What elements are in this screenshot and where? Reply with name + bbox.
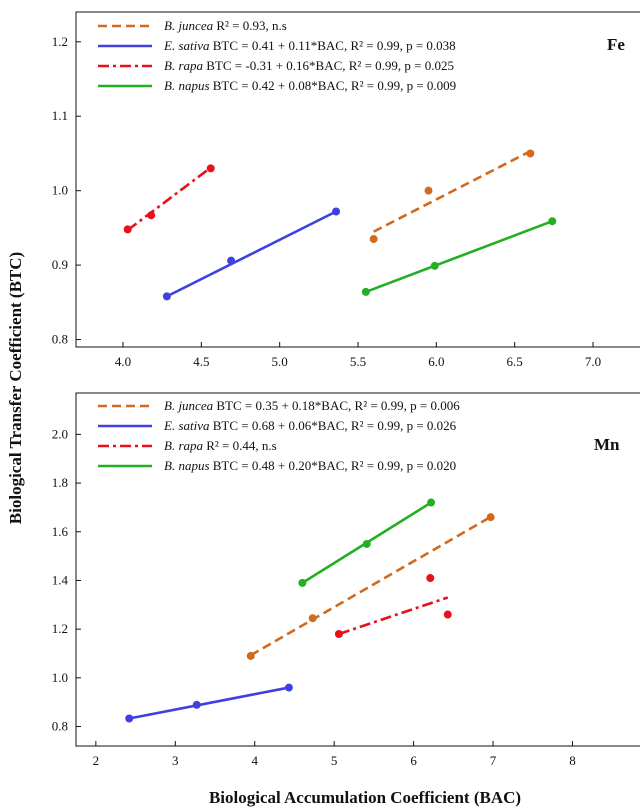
data-point xyxy=(430,261,439,270)
y-tick-label: 1.2 xyxy=(52,34,68,49)
y-tick-label: 1.0 xyxy=(52,183,68,198)
data-point xyxy=(192,700,201,709)
data-point xyxy=(123,225,132,234)
panel-label: Fe xyxy=(607,35,625,54)
x-tick-label: 5.5 xyxy=(350,354,366,369)
y-tick-label: 1.0 xyxy=(52,670,68,685)
x-tick-label: 4.0 xyxy=(115,354,131,369)
data-point xyxy=(334,630,343,639)
legend-entry: B. napus BTC = 0.42 + 0.08*BAC, R² = 0.9… xyxy=(164,78,456,93)
x-axis-title: Biological Accumulation Coefficient (BAC… xyxy=(209,788,521,807)
x-tick-label: 6.5 xyxy=(507,354,523,369)
y-tick-label: 0.8 xyxy=(52,719,68,734)
plot-frame xyxy=(75,11,640,348)
y-tick-label: 2.0 xyxy=(52,426,68,441)
y-axis-title: Biological Transfer Coefficient (BTC) xyxy=(6,252,25,524)
x-tick-label: 6.0 xyxy=(428,354,444,369)
x-tick-label: 4 xyxy=(251,753,258,768)
legend-entry: B. rapa R² = 0.44, n.s xyxy=(164,438,277,453)
data-point xyxy=(147,211,156,220)
series-b-rapa xyxy=(334,574,452,639)
panel-label: Mn xyxy=(594,435,620,454)
fit-line xyxy=(338,596,449,636)
fit-line xyxy=(250,515,492,657)
y-tick-label: 1.1 xyxy=(52,108,68,123)
panel-fe: 4.0 4.5 5.0 5.5 6.0 6.5 7.0 0.8 0.9 1.0 1.1 1.2 B. j… xyxy=(52,11,640,369)
series-b-napus xyxy=(298,498,436,587)
y-tick-label: 1.4 xyxy=(52,572,69,587)
fit-line xyxy=(166,210,337,298)
fit-line xyxy=(373,150,531,233)
x-tick-label: 5 xyxy=(331,753,338,768)
y-tick-label: 0.9 xyxy=(52,257,68,272)
fit-line xyxy=(365,219,553,294)
data-point xyxy=(548,217,557,226)
series-e-sativa xyxy=(125,683,293,723)
x-tick-label: 2 xyxy=(93,753,100,768)
x-tick-label: 7.0 xyxy=(585,354,601,369)
y-tick-label: 1.6 xyxy=(52,524,69,539)
legend-entry: B. napus BTC = 0.48 + 0.20*BAC, R² = 0.9… xyxy=(164,458,456,473)
data-point xyxy=(443,610,452,619)
data-point xyxy=(426,574,435,583)
legend-entry: B. rapa BTC = -0.31 + 0.16*BAC, R² = 0.9… xyxy=(164,58,454,73)
data-point xyxy=(424,186,433,195)
data-point xyxy=(246,651,255,660)
y-tick-label: 1.8 xyxy=(52,475,68,490)
chart-panels: 4.0 4.5 5.0 5.5 6.0 6.5 7.0 0.8 0.9 1.0 1.1 1.2 B. j… xyxy=(52,11,640,768)
x-tick-label: 7 xyxy=(490,753,497,768)
series-b-juncea xyxy=(369,149,535,244)
data-point xyxy=(369,235,378,244)
legend-entry: B. juncea R² = 0.93, n.s xyxy=(164,18,287,33)
data-point xyxy=(125,714,134,723)
x-tick-label: 6 xyxy=(410,753,417,768)
legend-entry: E. sativa BTC = 0.68 + 0.06*BAC, R² = 0.… xyxy=(163,418,457,433)
x-tick-label: 3 xyxy=(172,753,179,768)
data-point xyxy=(526,149,535,158)
data-point xyxy=(162,292,171,301)
y-tick-label: 0.8 xyxy=(52,332,68,347)
series-b-juncea xyxy=(246,513,495,660)
x-tick-label: 5.0 xyxy=(272,354,288,369)
panel-mn: 2 3 4 5 6 7 8 0.8 1.0 1.2 1.4 1.6 1.8 2.0 B. juncea BT… xyxy=(52,392,640,768)
plot-frame xyxy=(75,392,640,747)
fit-line xyxy=(128,686,290,720)
data-point xyxy=(486,513,495,522)
x-tick-label: 4.5 xyxy=(193,354,209,369)
legend-entry: E. sativa BTC = 0.41 + 0.11*BAC, R² = 0.… xyxy=(163,38,456,53)
x-tick-label: 8 xyxy=(569,753,576,768)
series-b-napus xyxy=(361,217,557,296)
data-point xyxy=(362,539,371,548)
fit-line xyxy=(126,166,212,232)
y-tick-label: 1.2 xyxy=(52,621,68,636)
data-point xyxy=(284,683,293,692)
legend-entry: B. juncea BTC = 0.35 + 0.18*BAC, R² = 0.… xyxy=(164,398,460,413)
data-point xyxy=(308,614,317,623)
data-point xyxy=(227,256,236,265)
data-point xyxy=(206,164,215,173)
series-b-rapa xyxy=(123,164,215,234)
data-point xyxy=(427,498,436,507)
data-point xyxy=(361,287,370,296)
data-point xyxy=(298,578,307,587)
data-point xyxy=(332,207,341,216)
series-e-sativa xyxy=(162,207,341,301)
